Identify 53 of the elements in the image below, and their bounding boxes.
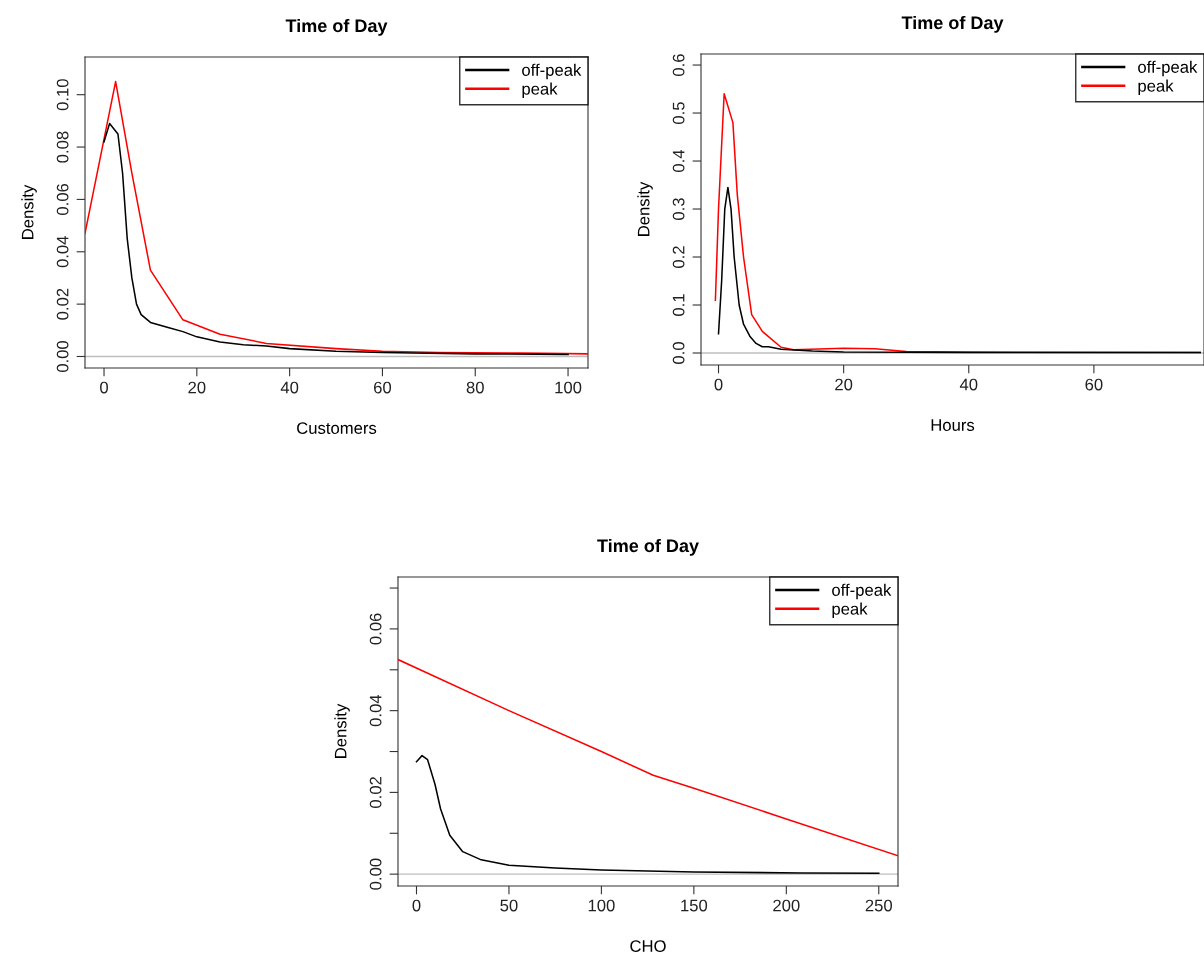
y-tick-label: 0.06 (369, 613, 382, 645)
y-tick-label: 0.1 (672, 294, 685, 316)
y-tick-label: 0.04 (369, 694, 382, 727)
y-tick-label: 0.2 (672, 246, 685, 268)
x-tick-label: 60 (1085, 378, 1103, 391)
line-series (717, 186, 1202, 354)
y-axis-title: Density (637, 181, 653, 236)
x-tick-label: 60 (374, 381, 392, 394)
x-tick-label: 80 (466, 381, 484, 394)
y-tick-label: 0.6 (672, 54, 685, 76)
x-axis-title: Hours (931, 419, 975, 431)
x-tick-label: 40 (959, 378, 978, 391)
line-series (398, 658, 898, 857)
x-axis-title: Customers (297, 422, 377, 434)
y-tick-label: 0.00 (56, 340, 69, 373)
legend-label: off-peak (1138, 60, 1198, 77)
chart-title: Time of Day (901, 15, 1004, 33)
chart-title: Time of Day (285, 18, 388, 36)
legend-label: off-peak (522, 63, 582, 80)
y-tick-label: 0.0 (672, 342, 685, 364)
y-tick-label: 0.02 (369, 777, 382, 808)
x-tick-label: 40 (280, 381, 299, 394)
y-axis-title: Density (334, 703, 350, 758)
x-tick-label: 20 (188, 381, 206, 394)
y-tick-label: 0.10 (56, 79, 69, 111)
x-tick-label: 50 (500, 899, 518, 912)
y-tick-label: 0.4 (672, 149, 685, 172)
y-tick-label: 0.02 (56, 288, 69, 320)
chart-title: Time of Day (597, 538, 699, 556)
line-series (103, 122, 569, 356)
x-tick-label: 100 (555, 381, 582, 394)
legend-label: peak (522, 82, 558, 99)
x-tick-label: 0 (412, 899, 421, 912)
x-axis-title: CHO (630, 940, 666, 952)
y-tick-label: 0.5 (672, 102, 685, 124)
legend-label: peak (1138, 79, 1174, 96)
legend-label: peak (832, 602, 868, 619)
x-tick-label: 200 (773, 899, 800, 912)
x-tick-label: 150 (681, 899, 708, 912)
y-tick-label: 0.3 (672, 198, 685, 220)
y-tick-label: 0.00 (369, 858, 382, 890)
x-tick-label: 20 (835, 378, 853, 391)
line-series (85, 80, 588, 355)
y-tick-label: 0.06 (56, 183, 69, 215)
y-tick-label: 0.08 (56, 131, 69, 163)
y-tick-label: 0.04 (56, 236, 69, 268)
y-axis-title: Density (21, 184, 37, 239)
line-series (415, 754, 880, 875)
x-tick-label: 0 (714, 378, 723, 391)
x-tick-label: 250 (865, 899, 893, 912)
legend-label: off-peak (832, 583, 892, 600)
x-tick-label: 0 (100, 381, 109, 394)
x-tick-label: 100 (588, 899, 615, 912)
